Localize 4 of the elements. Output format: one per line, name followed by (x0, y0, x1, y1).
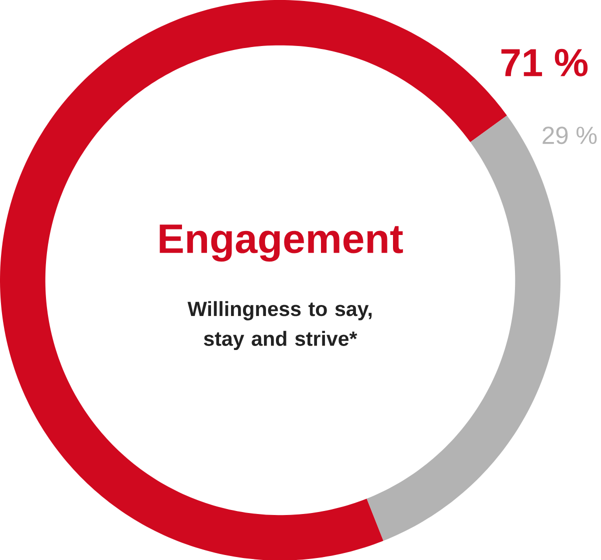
text: Engagement (160, 224, 403, 262)
data-label: 71 % (501, 48, 588, 76)
text: Willingness to say, stay and strive* (188, 300, 372, 350)
data-label: 29 % (542, 126, 597, 144)
